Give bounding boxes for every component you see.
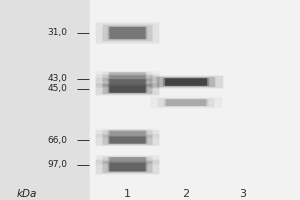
FancyBboxPatch shape [109,72,146,76]
FancyBboxPatch shape [150,97,222,108]
FancyBboxPatch shape [95,160,160,174]
FancyBboxPatch shape [108,72,147,77]
FancyBboxPatch shape [109,27,146,39]
FancyBboxPatch shape [95,130,160,138]
Bar [0,0,90,200]
FancyBboxPatch shape [109,131,146,137]
Text: 45,0: 45,0 [48,84,68,93]
FancyBboxPatch shape [108,130,147,134]
FancyBboxPatch shape [95,71,160,78]
FancyBboxPatch shape [102,161,152,173]
Text: 97,0: 97,0 [47,160,68,170]
FancyBboxPatch shape [164,99,208,106]
FancyBboxPatch shape [166,99,206,106]
FancyBboxPatch shape [102,129,152,135]
Text: 2: 2 [182,189,190,199]
FancyBboxPatch shape [108,131,147,137]
FancyBboxPatch shape [95,22,160,44]
FancyBboxPatch shape [108,26,147,40]
FancyBboxPatch shape [108,85,147,93]
FancyBboxPatch shape [109,76,146,80]
FancyBboxPatch shape [109,163,146,171]
FancyBboxPatch shape [95,134,160,146]
FancyBboxPatch shape [109,136,146,144]
Bar [90,0,300,200]
FancyBboxPatch shape [163,78,209,86]
FancyBboxPatch shape [102,25,152,41]
FancyBboxPatch shape [109,130,146,134]
FancyBboxPatch shape [102,156,152,164]
FancyBboxPatch shape [149,76,224,88]
FancyBboxPatch shape [102,75,152,81]
FancyBboxPatch shape [102,84,152,94]
FancyBboxPatch shape [95,155,160,165]
Text: 66,0: 66,0 [47,136,68,144]
FancyBboxPatch shape [108,136,147,144]
FancyBboxPatch shape [158,98,214,107]
FancyBboxPatch shape [95,83,160,95]
FancyBboxPatch shape [109,85,146,93]
FancyBboxPatch shape [102,135,152,145]
FancyBboxPatch shape [102,72,152,77]
FancyBboxPatch shape [108,162,147,172]
FancyBboxPatch shape [95,74,160,82]
Text: 1: 1 [124,189,131,199]
Text: 3: 3 [239,189,247,199]
FancyBboxPatch shape [102,131,152,137]
FancyBboxPatch shape [95,77,160,88]
FancyBboxPatch shape [165,78,207,86]
FancyBboxPatch shape [109,79,146,86]
FancyBboxPatch shape [157,77,215,87]
Text: 43,0: 43,0 [48,74,68,84]
FancyBboxPatch shape [108,75,147,81]
FancyBboxPatch shape [109,157,146,163]
FancyBboxPatch shape [102,78,152,86]
FancyBboxPatch shape [108,157,147,163]
Text: kDa: kDa [16,189,37,199]
Text: 31,0: 31,0 [47,28,68,38]
FancyBboxPatch shape [108,79,147,86]
